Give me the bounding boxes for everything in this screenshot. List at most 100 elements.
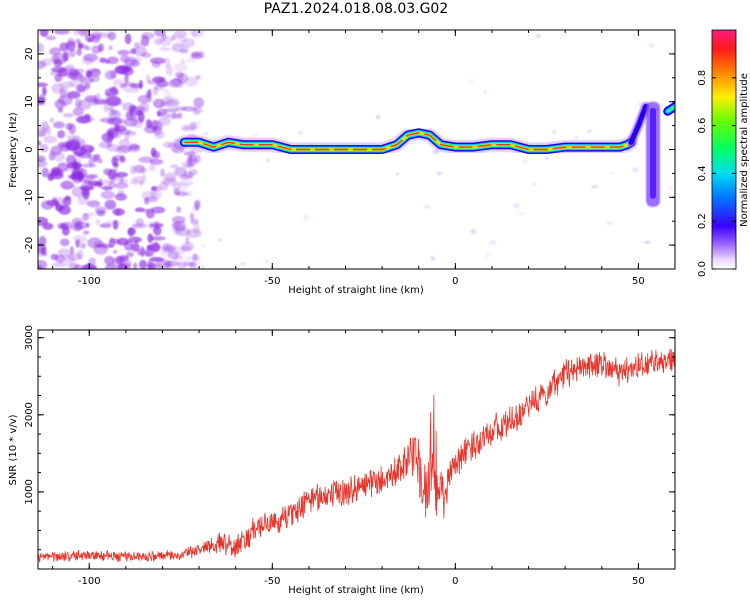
noise-blob: [151, 241, 161, 253]
noise-blob: [151, 186, 158, 191]
x-tick-label: 0: [452, 576, 458, 587]
noise-blob: [263, 259, 270, 264]
noise-blob: [99, 223, 112, 229]
noise-blob: [158, 112, 170, 119]
noise-blob: [174, 76, 185, 81]
vertical-band-core: [650, 107, 657, 199]
noise-blob: [76, 49, 83, 56]
noise-blob: [73, 150, 85, 157]
noise-blob: [88, 257, 96, 266]
noise-blob: [126, 130, 137, 136]
noise-blob: [99, 117, 115, 123]
noise-blob: [648, 43, 655, 48]
noise-blob: [252, 133, 258, 137]
noise-blob: [106, 127, 120, 138]
noise-blob: [90, 34, 101, 44]
noise-blob: [57, 162, 69, 172]
noise-blob: [123, 86, 140, 93]
noise-blob: [130, 83, 143, 89]
noise-blob: [103, 168, 112, 176]
noise-blob: [73, 30, 79, 36]
noise-blob: [147, 89, 152, 99]
noise-blob: [83, 179, 91, 185]
noise-blob: [587, 129, 593, 133]
noise-blob: [102, 185, 113, 191]
noise-blob: [483, 89, 488, 94]
noise-blob: [156, 77, 167, 83]
noise-blob: [154, 37, 163, 45]
noise-blob: [85, 69, 92, 78]
noise-blob: [423, 205, 430, 209]
noise-blob: [195, 75, 201, 80]
noise-blob: [149, 223, 164, 228]
noise-blob: [174, 191, 189, 197]
noise-blob: [130, 243, 140, 252]
noise-blob: [376, 114, 381, 120]
noise-blob: [130, 179, 139, 185]
noise-blob: [77, 99, 92, 110]
noise-blob: [74, 158, 82, 164]
noise-blob: [94, 206, 107, 214]
noise-blob: [89, 145, 95, 153]
colorbar-tick-label: 0.4: [697, 165, 708, 181]
noise-blob: [83, 230, 90, 235]
noise-blob: [165, 244, 178, 252]
noise-blob: [163, 108, 179, 113]
noise-blob: [78, 42, 84, 49]
noise-blob: [522, 158, 527, 164]
noise-blob: [55, 204, 65, 211]
noise-blob: [139, 167, 148, 173]
x-tick-label: 0: [452, 276, 458, 287]
colorbar-label: Normalized spectral amplitude: [739, 73, 750, 227]
noise-blob: [174, 166, 188, 177]
noise-blob: [180, 58, 186, 65]
noise-blob: [141, 172, 147, 184]
noise-blob: [82, 56, 95, 65]
noise-blob: [144, 197, 150, 205]
noise-blob: [119, 155, 126, 163]
noise-blob: [54, 151, 65, 162]
noise-blob: [181, 106, 197, 112]
noise-blob: [159, 46, 171, 52]
y-tick-label: -10: [24, 189, 35, 205]
noise-blob: [128, 236, 142, 243]
noise-blob: [45, 35, 57, 41]
noise-blob: [89, 179, 101, 187]
noise-blob: [468, 79, 474, 83]
noise-blob: [108, 237, 116, 248]
noise-blob: [72, 107, 84, 117]
noise-blob: [103, 102, 109, 113]
noise-blob: [147, 233, 154, 243]
spectrogram-x-axis-label: Height of straight line (km): [288, 285, 424, 296]
noise-blob: [99, 57, 107, 63]
noise-blob: [177, 112, 183, 120]
noise-blob: [78, 86, 89, 93]
noise-blob: [535, 33, 542, 38]
snr-y-axis-label: SNR (10 * v/v): [8, 414, 19, 485]
noise-blob: [80, 163, 97, 168]
chart-title: PAZ1.2024.018.08.03.G02: [263, 1, 449, 17]
noise-blob: [60, 221, 74, 230]
y-tick-label: 2000: [24, 402, 35, 427]
noise-blob: [164, 30, 177, 33]
noise-blob: [171, 42, 185, 53]
noise-blob: [171, 215, 186, 224]
noise-blob: [62, 113, 75, 118]
noise-blob: [189, 148, 203, 154]
noise-blob: [195, 201, 200, 212]
noise-blob: [116, 263, 129, 269]
noise-blob: [128, 145, 141, 153]
noise-blob: [160, 168, 165, 177]
noise-blob: [165, 64, 173, 76]
noise-blob: [173, 30, 187, 39]
noise-blob: [152, 86, 159, 96]
y-tick-label: 10: [24, 95, 35, 108]
noise-blob: [183, 255, 194, 266]
noise-blob: [114, 182, 129, 189]
noise-blob: [38, 42, 45, 53]
noise-blob: [133, 42, 143, 47]
noise-blob: [59, 143, 71, 152]
noise-blob: [161, 83, 167, 93]
noise-blob: [163, 179, 179, 186]
noise-blob: [73, 234, 87, 244]
